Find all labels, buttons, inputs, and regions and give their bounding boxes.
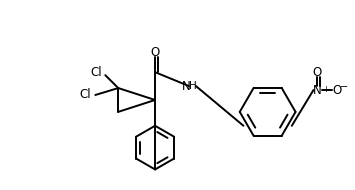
Text: +: +: [322, 85, 329, 93]
Text: H: H: [189, 81, 197, 91]
Text: O: O: [313, 66, 322, 79]
Text: O: O: [333, 84, 342, 97]
Text: N: N: [313, 84, 322, 97]
Text: O: O: [151, 46, 160, 59]
Text: Cl: Cl: [80, 89, 91, 101]
Text: N: N: [182, 80, 190, 93]
Text: Cl: Cl: [91, 66, 102, 79]
Text: −: −: [340, 82, 348, 92]
